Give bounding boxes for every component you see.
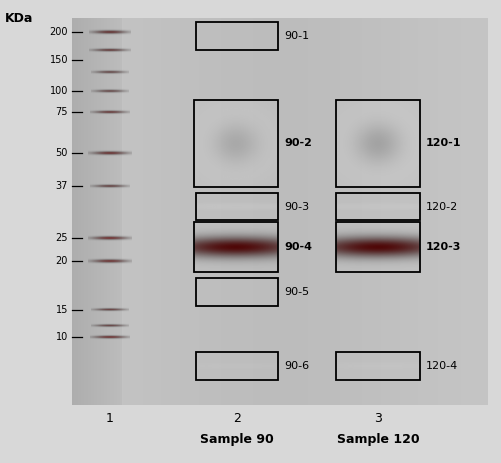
Text: 90-3: 90-3 <box>284 201 309 212</box>
Text: Sample 90: Sample 90 <box>200 433 274 446</box>
Text: 90-1: 90-1 <box>284 31 309 41</box>
Text: 120-3: 120-3 <box>425 242 460 252</box>
Text: 75: 75 <box>56 107 68 117</box>
Text: 2: 2 <box>232 412 240 425</box>
Bar <box>193 100 278 187</box>
Text: 120-2: 120-2 <box>425 201 457 212</box>
Bar <box>335 100 419 187</box>
Text: 200: 200 <box>50 27 68 37</box>
Text: 25: 25 <box>56 233 68 243</box>
Text: 90-5: 90-5 <box>284 287 309 297</box>
Text: 90-4: 90-4 <box>284 242 312 252</box>
Text: 90-6: 90-6 <box>284 361 309 371</box>
Text: Sample 120: Sample 120 <box>336 433 418 446</box>
Bar <box>335 352 419 380</box>
Text: 3: 3 <box>373 412 381 425</box>
Text: 120-4: 120-4 <box>425 361 457 371</box>
Bar <box>335 193 419 220</box>
Bar <box>193 222 278 272</box>
Text: 50: 50 <box>56 148 68 158</box>
Text: 100: 100 <box>50 86 68 96</box>
Bar <box>195 278 278 306</box>
Bar <box>195 193 278 220</box>
Text: 1: 1 <box>106 412 114 425</box>
Bar <box>195 352 278 380</box>
Text: 120-1: 120-1 <box>425 138 460 149</box>
Text: 37: 37 <box>56 181 68 191</box>
Text: 15: 15 <box>56 305 68 315</box>
Text: 90-2: 90-2 <box>284 138 311 149</box>
Bar <box>335 222 419 272</box>
Text: KDa: KDa <box>5 12 33 25</box>
Text: 20: 20 <box>56 256 68 266</box>
Text: 150: 150 <box>50 55 68 65</box>
Bar <box>195 22 278 50</box>
Text: 10: 10 <box>56 332 68 342</box>
